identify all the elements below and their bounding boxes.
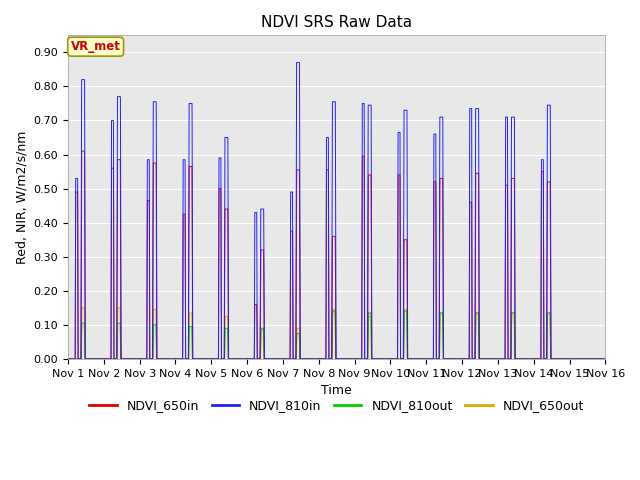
- Title: NDVI SRS Raw Data: NDVI SRS Raw Data: [261, 15, 412, 30]
- NDVI_810out: [600, 356, 607, 362]
- NDVI_810in: [411, 356, 419, 362]
- NDVI_810out: [173, 356, 181, 362]
- NDVI_810out: [602, 356, 609, 362]
- NDVI_810out: [487, 356, 495, 362]
- Text: VR_met: VR_met: [70, 40, 120, 53]
- NDVI_650in: [64, 356, 72, 362]
- NDVI_810in: [487, 356, 495, 362]
- NDVI_810out: [64, 356, 72, 362]
- NDVI_650out: [78, 305, 86, 311]
- NDVI_650out: [64, 356, 72, 362]
- Y-axis label: Red, NIR, W/m2/s/nm: Red, NIR, W/m2/s/nm: [15, 131, 28, 264]
- NDVI_810out: [329, 308, 337, 314]
- NDVI_650out: [266, 356, 273, 362]
- X-axis label: Time: Time: [321, 384, 352, 397]
- NDVI_650in: [266, 356, 273, 362]
- NDVI_810in: [173, 356, 181, 362]
- NDVI_650in: [600, 356, 607, 362]
- Legend: NDVI_650in, NDVI_810in, NDVI_810out, NDVI_650out: NDVI_650in, NDVI_810in, NDVI_810out, NDV…: [84, 395, 589, 418]
- NDVI_810in: [292, 60, 300, 65]
- Line: NDVI_650in: NDVI_650in: [68, 151, 605, 359]
- NDVI_650in: [411, 356, 419, 362]
- NDVI_810in: [602, 356, 609, 362]
- NDVI_810in: [600, 356, 607, 362]
- NDVI_650out: [487, 356, 495, 362]
- NDVI_810in: [64, 356, 72, 362]
- NDVI_810out: [179, 356, 187, 362]
- NDVI_650out: [179, 356, 187, 362]
- NDVI_650out: [173, 356, 181, 362]
- NDVI_650out: [411, 356, 419, 362]
- NDVI_650in: [173, 356, 181, 362]
- NDVI_810out: [266, 356, 273, 362]
- NDVI_650in: [487, 356, 495, 362]
- NDVI_650in: [602, 356, 609, 362]
- NDVI_810in: [266, 356, 273, 362]
- NDVI_810in: [179, 216, 187, 222]
- NDVI_650out: [602, 356, 609, 362]
- NDVI_650out: [600, 356, 607, 362]
- NDVI_810out: [411, 356, 419, 362]
- Line: NDVI_810out: NDVI_810out: [68, 311, 605, 359]
- NDVI_650in: [179, 230, 187, 236]
- Line: NDVI_810in: NDVI_810in: [68, 62, 605, 359]
- NDVI_650in: [78, 148, 86, 154]
- Line: NDVI_650out: NDVI_650out: [68, 308, 605, 359]
